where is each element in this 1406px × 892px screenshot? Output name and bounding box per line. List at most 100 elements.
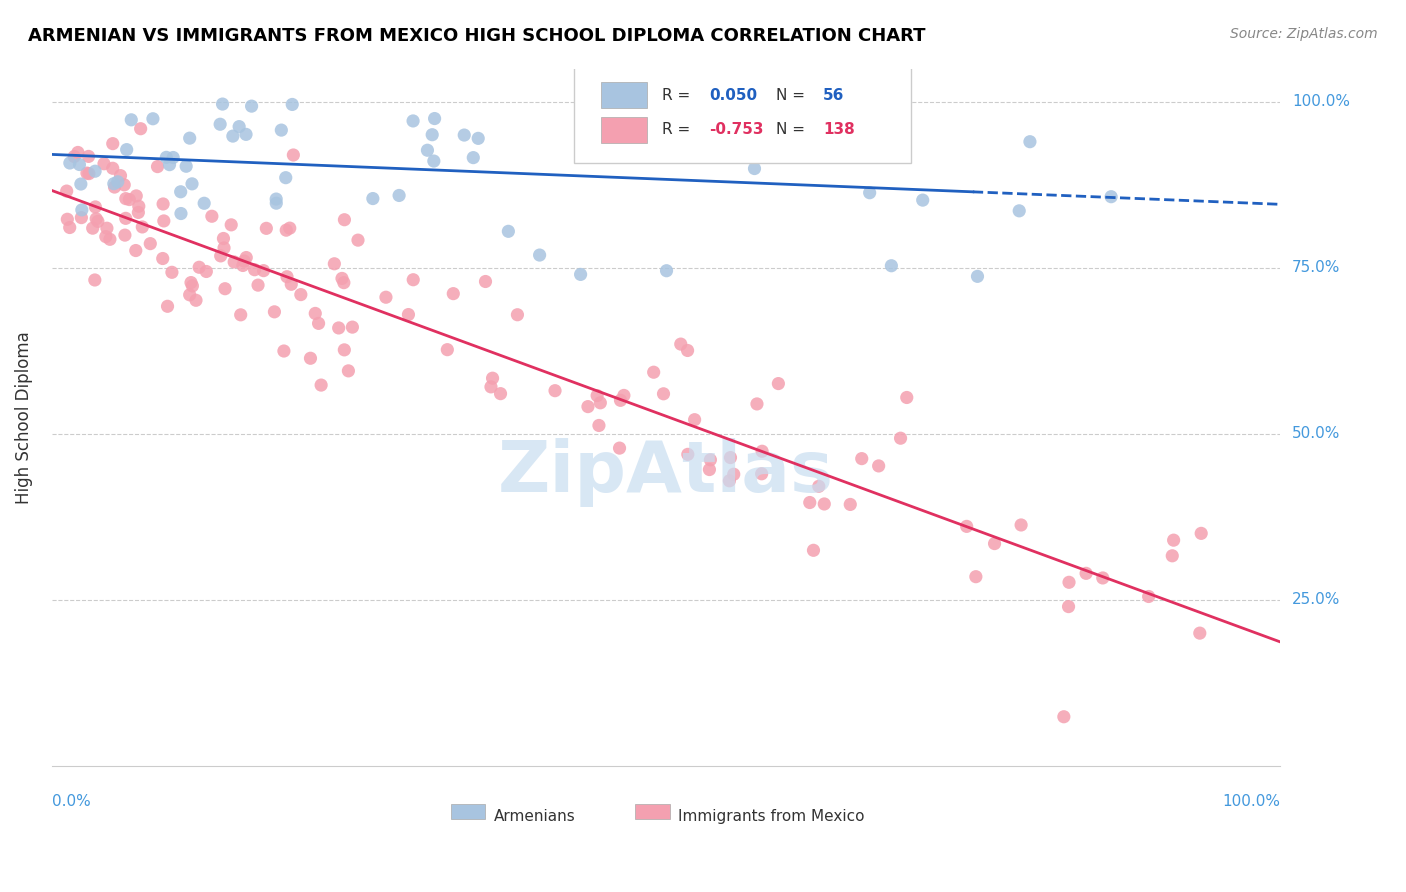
Point [416, 143, 439, 157]
Point [498, 224, 520, 238]
Point [474, 275, 496, 289]
Point [56, 212, 79, 227]
Text: 100.0%: 100.0% [1222, 794, 1279, 809]
Point [229, 308, 252, 322]
Point [655, 264, 678, 278]
Point [247, 278, 270, 293]
Point [1099, 190, 1122, 204]
Point [652, 386, 675, 401]
Text: 138: 138 [823, 122, 855, 137]
Point [388, 188, 411, 202]
Point [453, 128, 475, 142]
Text: Source: ZipAtlas.com: Source: ZipAtlas.com [1230, 27, 1378, 41]
Point [896, 391, 918, 405]
Point [868, 458, 890, 473]
Point [420, 128, 443, 142]
Point [66, 145, 89, 160]
Point [1008, 203, 1031, 218]
Point [142, 112, 165, 126]
FancyBboxPatch shape [574, 62, 911, 162]
Point [983, 536, 1005, 550]
Point [436, 343, 458, 357]
Point [114, 192, 136, 206]
Point [613, 388, 636, 402]
Point [342, 320, 364, 334]
Point [467, 131, 489, 145]
Point [273, 344, 295, 359]
Point [333, 343, 356, 357]
Bar [600, 117, 647, 143]
Text: 0.050: 0.050 [709, 87, 756, 103]
Point [211, 97, 233, 112]
Point [188, 260, 211, 275]
Point [865, 130, 887, 145]
Point [1019, 135, 1042, 149]
Point [744, 161, 766, 176]
Point [880, 259, 903, 273]
Point [609, 441, 631, 455]
Text: 50.0%: 50.0% [1292, 426, 1340, 442]
Point [59, 220, 82, 235]
Point [152, 252, 174, 266]
Point [129, 121, 152, 136]
Point [858, 120, 880, 135]
Point [201, 209, 224, 223]
Point [290, 287, 312, 301]
Point [254, 221, 277, 235]
Point [209, 249, 232, 263]
Point [374, 290, 396, 304]
Point [1057, 575, 1080, 590]
Point [83, 273, 105, 287]
Point [222, 129, 245, 144]
Point [243, 262, 266, 277]
Point [479, 380, 502, 394]
Point [101, 136, 124, 151]
Point [813, 497, 835, 511]
Point [156, 299, 179, 313]
Text: N =: N = [776, 87, 806, 103]
Text: 0.0%: 0.0% [52, 794, 90, 809]
Point [1091, 571, 1114, 585]
Text: Armenians: Armenians [494, 809, 575, 824]
Point [195, 264, 218, 278]
Point [506, 308, 529, 322]
Point [174, 159, 197, 173]
Point [423, 112, 446, 126]
Text: ARMENIAN VS IMMIGRANTS FROM MEXICO HIGH SCHOOL DIPLOMA CORRELATION CHART: ARMENIAN VS IMMIGRANTS FROM MEXICO HIGH … [28, 27, 925, 45]
Point [228, 120, 250, 134]
Point [402, 114, 425, 128]
Point [1053, 710, 1076, 724]
Point [595, 100, 617, 114]
Point [240, 99, 263, 113]
Point [125, 189, 148, 203]
Bar [636, 804, 669, 819]
Point [77, 167, 100, 181]
Point [851, 451, 873, 466]
Point [181, 177, 204, 191]
Text: 56: 56 [823, 87, 845, 103]
Point [956, 519, 979, 533]
Point [966, 269, 988, 284]
Text: 75.0%: 75.0% [1292, 260, 1340, 276]
Point [699, 452, 721, 467]
Point [529, 248, 551, 262]
Bar [600, 82, 647, 108]
Point [152, 197, 174, 211]
Point [569, 268, 592, 282]
Point [609, 393, 631, 408]
Point [128, 199, 150, 213]
Point [209, 117, 232, 131]
Point [720, 450, 742, 465]
Point [1163, 533, 1185, 548]
Bar [451, 804, 485, 819]
Point [118, 193, 141, 207]
Point [862, 119, 884, 133]
Point [396, 308, 419, 322]
Point [184, 293, 207, 308]
Point [330, 271, 353, 285]
Point [127, 205, 149, 219]
Point [1137, 590, 1160, 604]
Point [423, 154, 446, 169]
Point [589, 396, 612, 410]
Point [1074, 566, 1097, 581]
